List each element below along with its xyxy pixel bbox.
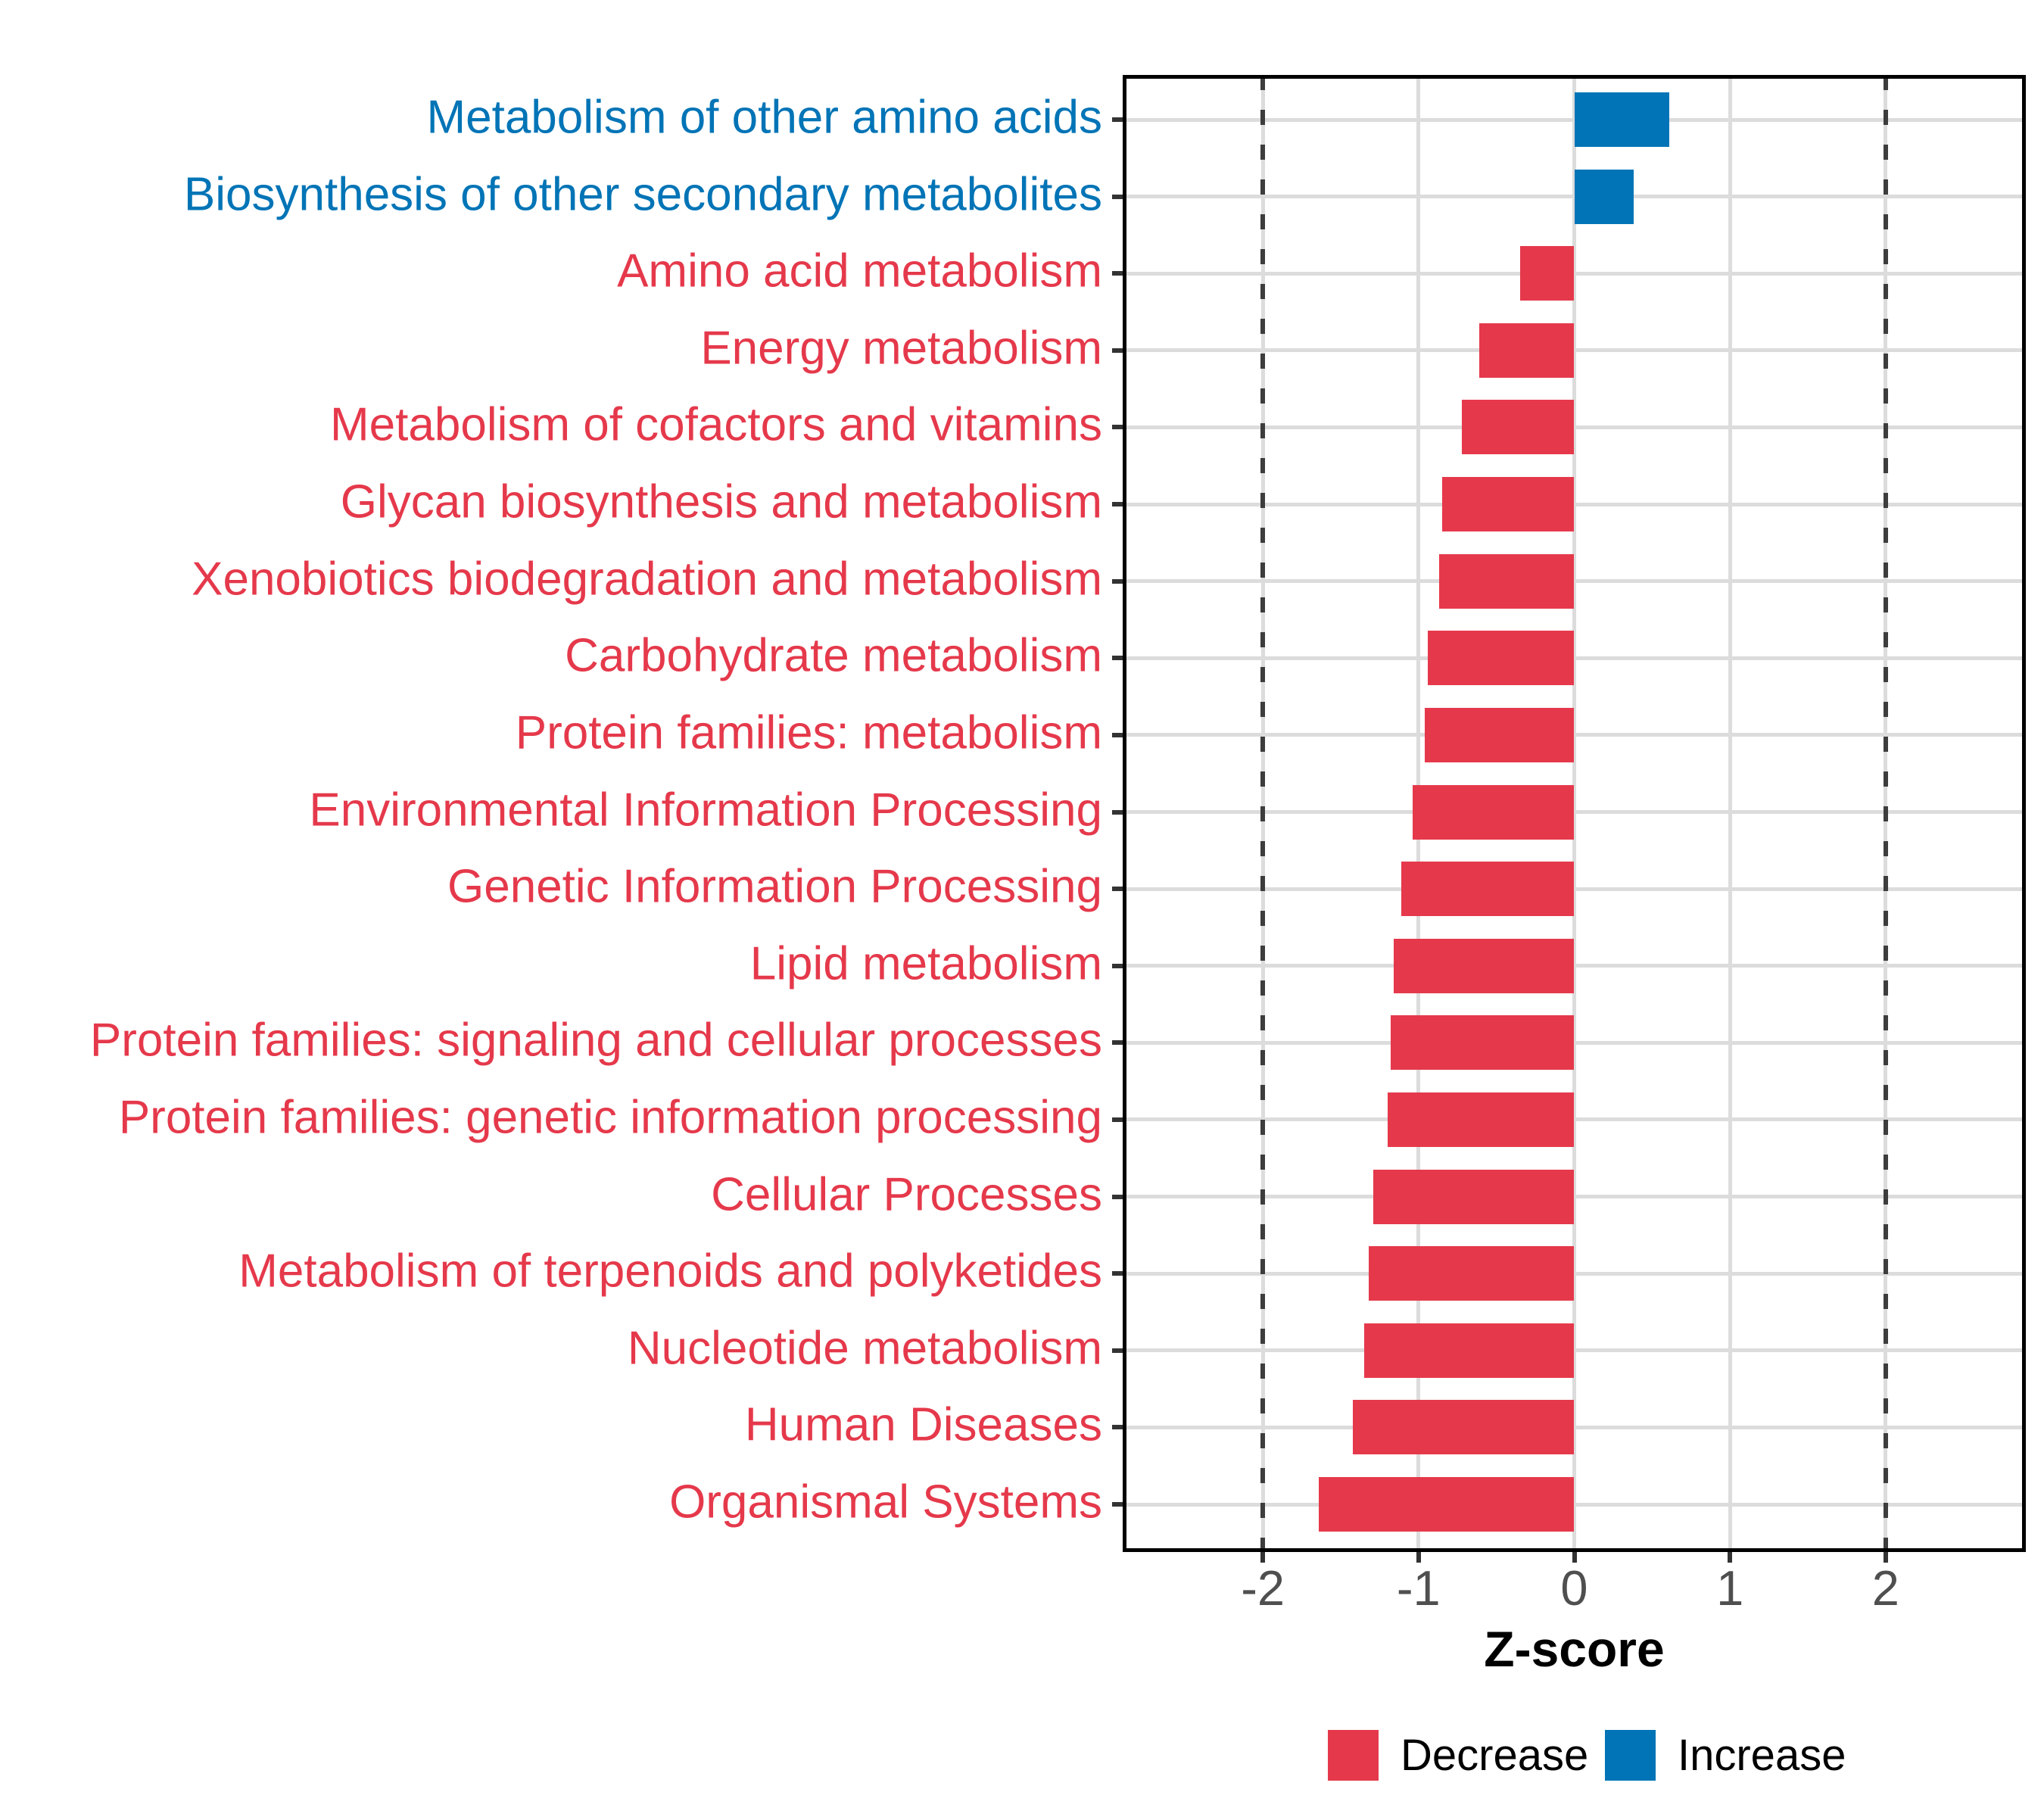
legend-key-increase: [1605, 1730, 1656, 1781]
bar-decrease: [1401, 862, 1575, 917]
y-tick-mark: [1112, 578, 1123, 584]
bar-decrease: [1438, 553, 1575, 609]
bar-decrease: [1479, 323, 1575, 378]
bar-decrease: [1425, 707, 1575, 762]
gridline-vertical: [1728, 75, 1732, 1552]
legend-label: Decrease: [1401, 1731, 1589, 1780]
category-label: Human Diseases: [744, 1399, 1102, 1452]
legend-key-decrease: [1328, 1730, 1379, 1781]
y-tick-mark: [1112, 1348, 1123, 1353]
bar-decrease: [1428, 631, 1575, 686]
plot-panel: [1123, 75, 2026, 1552]
x-tick-mark: [1883, 1552, 1888, 1563]
category-label: Lipid metabolism: [749, 937, 1102, 990]
y-tick-mark: [1112, 1040, 1123, 1046]
x-tick-label: 0: [1560, 1560, 1588, 1616]
x-tick-label: -1: [1396, 1560, 1441, 1616]
x-tick-label: 2: [1871, 1560, 1899, 1616]
bar-decrease: [1393, 938, 1575, 993]
category-label: Protein families: genetic information pr…: [118, 1091, 1102, 1144]
bar-increase: [1574, 169, 1634, 224]
x-tick-mark: [1728, 1552, 1733, 1563]
x-tick-mark: [1416, 1552, 1421, 1563]
gridline-vertical: [1572, 75, 1576, 1552]
bar-decrease: [1519, 246, 1575, 301]
reference-line-dashed: [1260, 75, 1266, 1552]
bar-decrease: [1412, 784, 1575, 840]
y-tick-mark: [1112, 348, 1123, 353]
bar-decrease: [1319, 1477, 1575, 1532]
x-tick-label: 1: [1716, 1560, 1744, 1616]
y-tick-mark: [1112, 194, 1123, 199]
y-tick-mark: [1112, 656, 1123, 661]
category-label: Biosynthesis of other secondary metaboli…: [183, 168, 1102, 221]
bar-decrease: [1462, 400, 1575, 455]
y-tick-mark: [1112, 963, 1123, 968]
category-label: Energy metabolism: [700, 322, 1102, 375]
y-tick-mark: [1112, 887, 1123, 892]
bar-decrease: [1441, 477, 1575, 532]
bar-increase: [1574, 92, 1669, 147]
category-label: Metabolism of cofactors and vitamins: [330, 399, 1102, 452]
category-label: Glycan biosynthesis and metabolism: [340, 475, 1102, 528]
y-tick-mark: [1112, 1425, 1123, 1430]
y-tick-mark: [1112, 502, 1123, 507]
x-tick-label: -2: [1241, 1560, 1285, 1616]
x-tick-mark: [1260, 1552, 1266, 1563]
category-label: Protein families: signaling and cellular…: [89, 1014, 1102, 1067]
bar-decrease: [1368, 1246, 1575, 1301]
legend-label: Increase: [1678, 1731, 1846, 1780]
y-tick-mark: [1112, 1194, 1123, 1199]
y-tick-mark: [1112, 809, 1123, 815]
category-label: Xenobiotics biodegradation and metabolis…: [192, 553, 1102, 606]
y-tick-mark: [1112, 117, 1123, 122]
x-tick-mark: [1572, 1552, 1577, 1563]
bar-decrease: [1373, 1169, 1575, 1224]
category-label: Cellular Processes: [711, 1168, 1102, 1221]
category-label: Genetic Information Processing: [447, 860, 1102, 913]
category-label: Protein families: metabolism: [515, 706, 1102, 759]
category-label: Nucleotide metabolism: [627, 1322, 1102, 1375]
category-label: Metabolism of terpenoids and polyketides: [238, 1245, 1102, 1298]
y-tick-mark: [1112, 732, 1123, 737]
bar-decrease: [1387, 1092, 1575, 1147]
category-label: Organismal Systems: [669, 1476, 1102, 1529]
reference-line-dashed: [1883, 75, 1888, 1552]
y-tick-mark: [1112, 1271, 1123, 1276]
category-label: Environmental Information Processing: [309, 784, 1102, 837]
y-tick-mark: [1112, 271, 1123, 276]
y-tick-mark: [1112, 1502, 1123, 1507]
x-axis-title: Z-score: [1484, 1621, 1665, 1677]
bar-decrease: [1363, 1323, 1575, 1378]
bar-decrease: [1390, 1015, 1575, 1071]
y-tick-mark: [1112, 425, 1123, 430]
category-label: Metabolism of other amino acids: [426, 91, 1102, 144]
bar-decrease: [1353, 1400, 1575, 1455]
category-label: Amino acid metabolism: [617, 245, 1102, 298]
y-tick-mark: [1112, 1117, 1123, 1122]
category-label: Carbohydrate metabolism: [565, 629, 1102, 682]
